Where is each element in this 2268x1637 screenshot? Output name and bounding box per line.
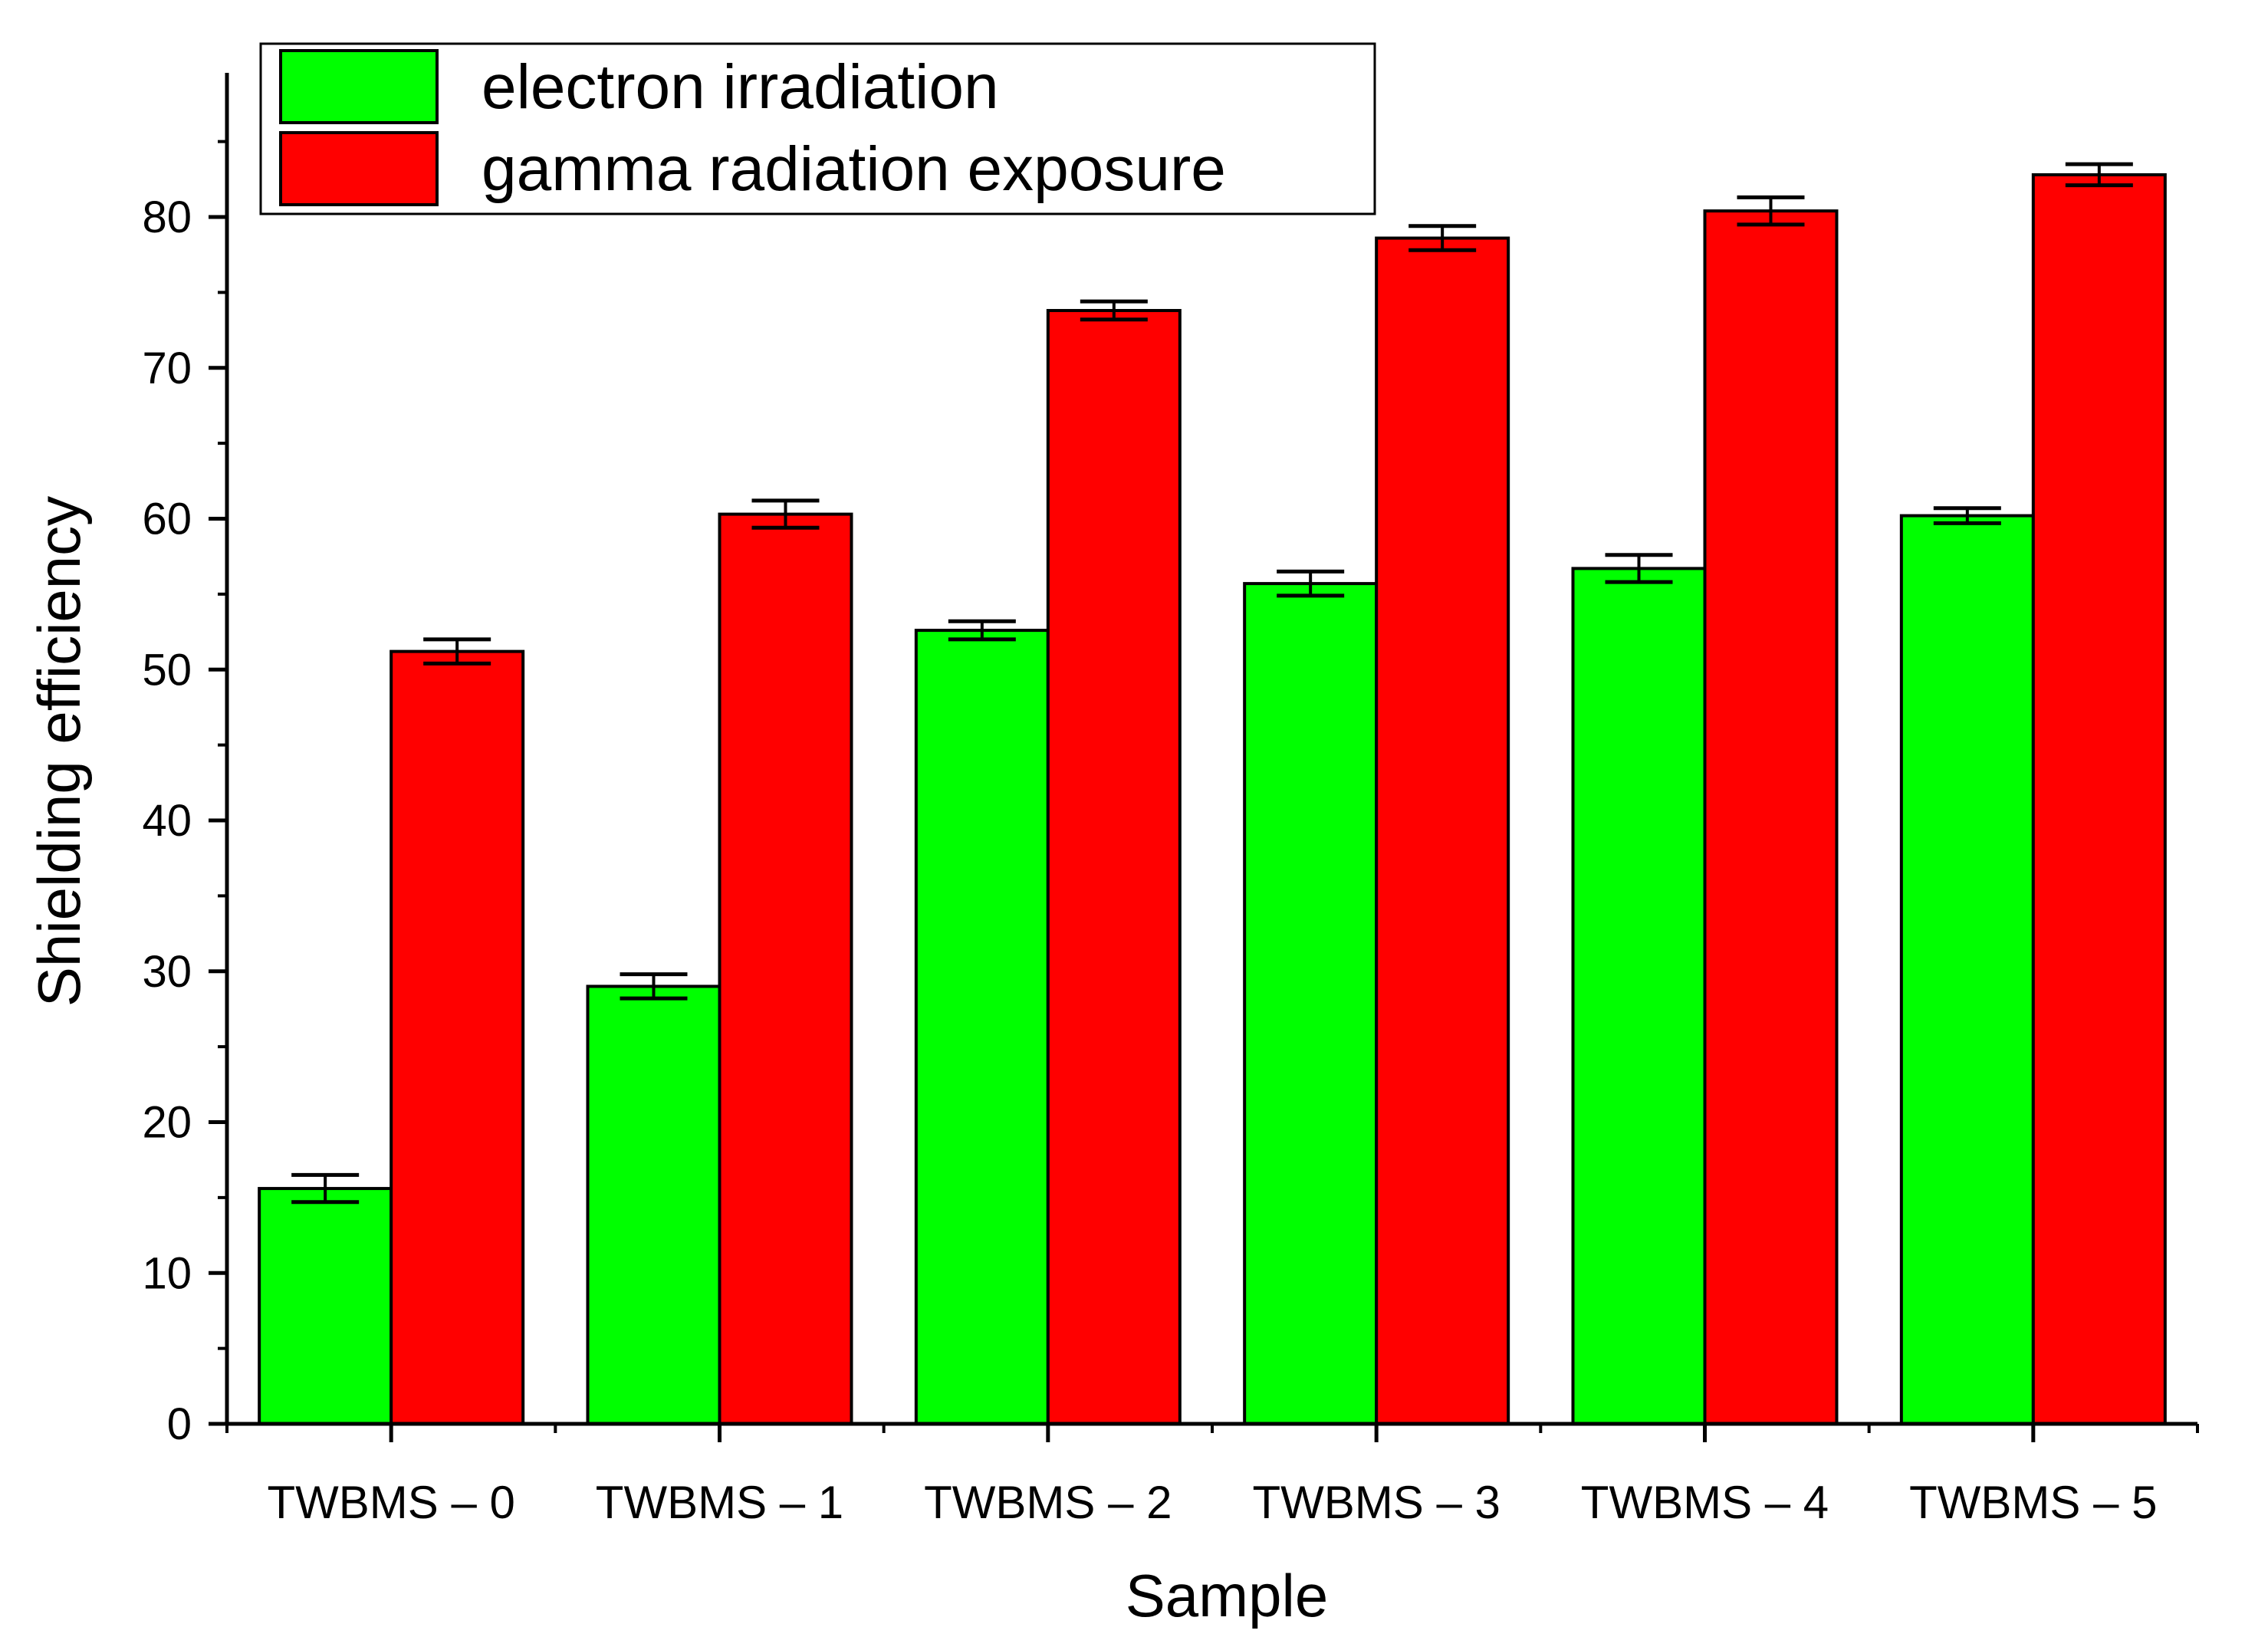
legend-label-gamma: gamma radiation exposure: [482, 134, 1226, 204]
ticks-layer: 0 10 20 30 40 50 60 70 80 TWBMS – 0 TWBMS – 1 TWBMS…: [142, 140, 2199, 1528]
bar-series0-cat4: [1571, 567, 1707, 1425]
x-tick-label: TWBMS – 4: [1581, 1477, 1829, 1528]
x-tick-label: TWBMS – 5: [1909, 1477, 2157, 1528]
error-bar-series1-cat2: [1080, 299, 1148, 322]
bar-series1-cat0: [390, 649, 525, 1425]
bar-series0-cat1: [586, 985, 721, 1426]
error-bar-series0-cat0: [291, 1172, 360, 1205]
bar-series1-cat3: [1375, 236, 1510, 1425]
legend-box: [259, 42, 1376, 215]
y-tick-label: 20: [142, 1098, 192, 1148]
y-tick-label: 60: [142, 495, 192, 544]
bar-series0-cat5: [1899, 514, 2035, 1426]
x-tick-label: TWBMS – 1: [596, 1477, 843, 1528]
error-bar-series0-cat2: [948, 619, 1016, 642]
legend-swatch-electron: [279, 49, 439, 124]
bars-layer: [258, 173, 2167, 1426]
bar-series0-cat2: [914, 629, 1050, 1425]
bar-series1-cat5: [2031, 173, 2167, 1425]
y-tick-label: 0: [167, 1399, 192, 1449]
legend-swatch-gamma: [279, 131, 439, 206]
x-tick-label: TWBMS – 3: [1252, 1477, 1500, 1528]
bar-series1-cat1: [718, 512, 853, 1425]
legend-label-electron: electron irradiation: [482, 52, 999, 122]
x-tick-label: TWBMS – 0: [267, 1477, 514, 1528]
error-bars-layer: [291, 162, 2133, 1205]
y-tick-label: 50: [142, 645, 192, 695]
legend: electron irradiation gamma radiation exp…: [259, 42, 1376, 215]
error-bar-series1-cat0: [423, 637, 491, 666]
x-tick-label: TWBMS – 2: [924, 1477, 1172, 1528]
bar-series0-cat0: [258, 1187, 393, 1425]
error-bar-series1-cat4: [1737, 195, 1805, 227]
y-axis-title: Shielding efficiency: [25, 496, 93, 1007]
bar-series1-cat2: [1046, 308, 1182, 1425]
bar-series0-cat3: [1243, 582, 1379, 1425]
y-tick-label: 10: [142, 1248, 192, 1298]
error-bar-series0-cat4: [1605, 553, 1673, 584]
y-tick-label: 70: [142, 344, 192, 393]
error-bar-series1-cat5: [2065, 162, 2133, 188]
y-tick-label: 40: [142, 796, 192, 846]
error-bar-series1-cat3: [1408, 224, 1477, 252]
y-tick-label: 80: [142, 192, 192, 242]
error-bar-series1-cat1: [751, 498, 820, 530]
y-tick-label: 30: [142, 947, 192, 997]
x-axis-title: Sample: [1126, 1562, 1328, 1629]
error-bar-series0-cat1: [620, 972, 688, 1001]
error-bar-series0-cat5: [1933, 506, 2001, 525]
bar-series1-cat4: [1703, 209, 1839, 1425]
error-bar-series0-cat3: [1277, 569, 1345, 598]
